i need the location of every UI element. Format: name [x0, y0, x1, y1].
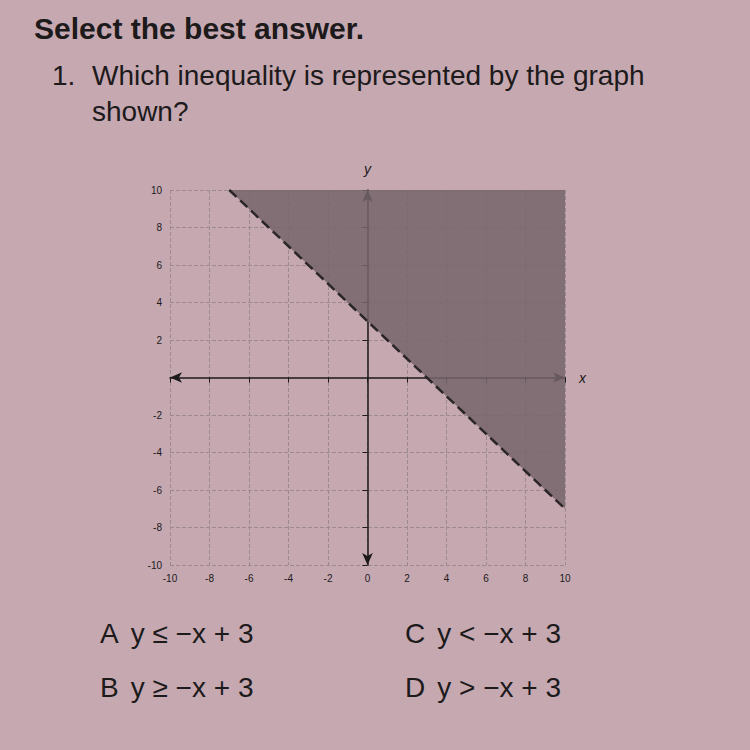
svg-text:2: 2 [156, 335, 162, 346]
svg-text:0: 0 [365, 573, 371, 584]
svg-text:2: 2 [404, 573, 410, 584]
html-text:A: A [100, 618, 119, 649]
svg-text:8: 8 [523, 573, 529, 584]
html-text:C: C [405, 618, 426, 649]
html-text:B: B [100, 672, 119, 703]
svg-text:-4: -4 [153, 447, 162, 458]
svg-text:8: 8 [156, 222, 162, 233]
svg-text:-2: -2 [324, 573, 333, 584]
html-text:Which inequality is represente: Which inequality is represented by the g… [92, 60, 645, 127]
svg-text:-8: -8 [153, 522, 162, 533]
svg-text:-8: -8 [205, 573, 214, 584]
html-text:1.: 1. [52, 60, 76, 91]
svg-text:6: 6 [483, 573, 489, 584]
svg-text:-6: -6 [153, 485, 162, 496]
svg-text:10: 10 [151, 185, 163, 196]
svg-text:-10: -10 [148, 560, 163, 571]
svg-text:-10: -10 [163, 573, 178, 584]
html-text:Select the best answer.: Select the best answer. [34, 12, 365, 45]
svg-text:-4: -4 [284, 573, 293, 584]
html-text:D: D [405, 672, 426, 703]
svg-text:x: x [578, 370, 587, 386]
html-text:y < −x + 3: y < −x + 3 [437, 618, 561, 649]
svg-text:6: 6 [156, 260, 162, 271]
html-text:y ≥ −x + 3: y ≥ −x + 3 [130, 672, 254, 703]
svg-text:4: 4 [156, 297, 162, 308]
svg-text:-6: -6 [245, 573, 254, 584]
svg-text:10: 10 [559, 573, 571, 584]
svg-text:-2: -2 [153, 410, 162, 421]
html-text:y ≤ −x + 3: y ≤ −x + 3 [130, 618, 254, 649]
html-text:y > −x + 3: y > −x + 3 [437, 672, 561, 703]
svg-text:y: y [363, 161, 372, 177]
svg-text:4: 4 [444, 573, 450, 584]
